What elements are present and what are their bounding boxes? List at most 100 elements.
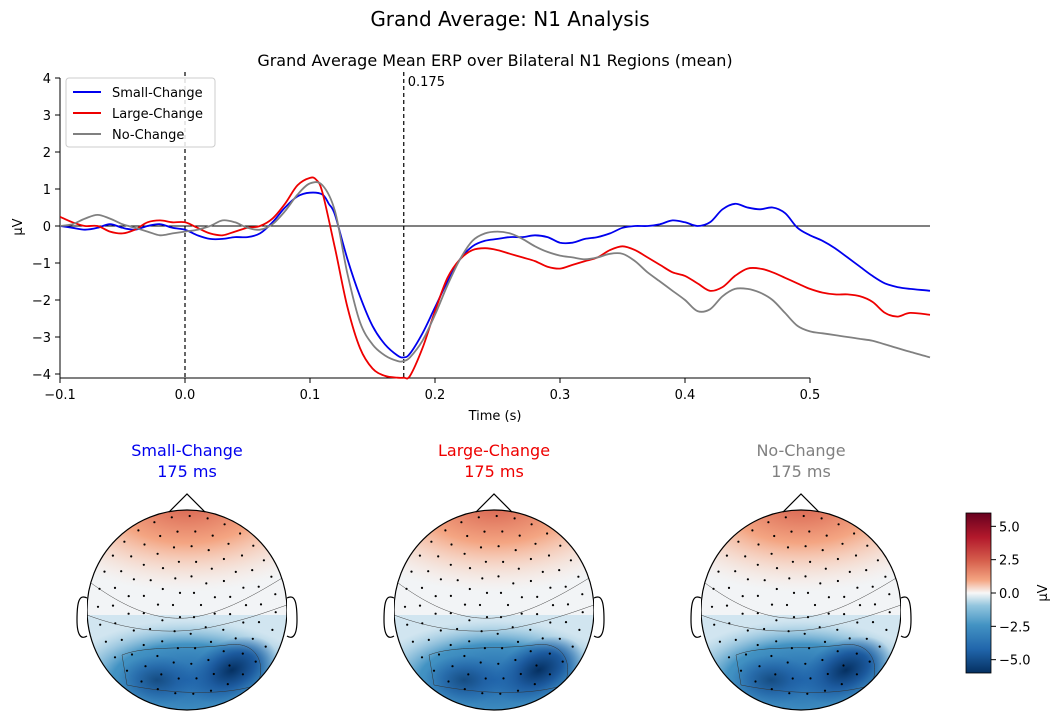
- sensor-dot: [529, 650, 532, 653]
- sensor-dot: [123, 540, 126, 543]
- colorbar-tick-label: 5.0: [999, 520, 1020, 535]
- contour-line: [87, 574, 287, 619]
- sensor-dot: [530, 523, 533, 526]
- sensor-dot: [142, 594, 145, 597]
- sensor-dot: [111, 604, 115, 607]
- y-tick-label: 3: [43, 109, 51, 124]
- sensor-dot: [222, 579, 225, 583]
- sensor-dot: [754, 680, 757, 683]
- sensor-dot: [786, 661, 789, 664]
- sensor-dot: [866, 544, 869, 547]
- sensor-dot: [274, 593, 277, 596]
- sensor-dot: [227, 542, 230, 545]
- sensor-dot: [767, 521, 770, 524]
- sensor-dot: [113, 656, 117, 659]
- sensor-dot: [242, 621, 245, 624]
- sensor-dot: [763, 579, 766, 582]
- sensor-dot: [199, 603, 203, 607]
- sensor-dot: [564, 585, 567, 588]
- sensor-dot: [837, 523, 840, 526]
- sensor-dot: [770, 552, 773, 555]
- sensor-dot: [506, 603, 510, 607]
- sensor-dot: [125, 669, 129, 672]
- legend-box: [65, 77, 216, 148]
- topomap-field: [394, 510, 594, 710]
- left-ear: [690, 596, 702, 638]
- vline-annotation: 0.175: [408, 75, 445, 90]
- sensor-dot: [176, 647, 179, 650]
- sensor-dot: [140, 680, 143, 683]
- sensor-dot: [813, 603, 817, 607]
- sensor-dot: [823, 689, 827, 692]
- topomaps: Small-Change 175 ms Large-Change 175 ms …: [76, 441, 912, 711]
- sensor-dot: [241, 673, 244, 676]
- sensor-dot: [840, 683, 843, 686]
- topomap-title-small-change: Small-Change: [131, 441, 242, 460]
- sensor-dot: [809, 677, 812, 680]
- sensor-dot: [819, 582, 822, 585]
- sensor-dot: [406, 623, 409, 626]
- sensor-dot: [178, 616, 182, 619]
- sensor-dot: [791, 560, 794, 563]
- sensor-dot: [820, 517, 823, 520]
- sensor-dot: [411, 640, 414, 643]
- sensor-dot: [551, 604, 555, 607]
- sensor-dot: [437, 653, 441, 656]
- sensor-dot: [791, 677, 794, 680]
- sensor-dot: [244, 604, 248, 607]
- legend-label-small-change: Small-Change: [112, 86, 203, 101]
- sensor-dot: [871, 585, 874, 588]
- sensor-dot: [848, 637, 851, 640]
- sensor-dot: [210, 567, 213, 570]
- y-axis-label: µV: [11, 218, 26, 235]
- sensor-dot: [204, 626, 207, 629]
- sensor-dot: [756, 594, 759, 597]
- sensor-dot: [480, 630, 483, 633]
- sensor-dot: [520, 612, 523, 615]
- sensor-dot: [456, 627, 459, 631]
- sensor-dot: [209, 640, 213, 643]
- sensor-dot: [194, 530, 197, 533]
- sensor-dot: [502, 677, 505, 680]
- sensor-dot: [481, 692, 484, 695]
- sensor-dot: [410, 570, 413, 573]
- sensor-dot: [403, 605, 407, 608]
- sensor-dot: [728, 622, 731, 625]
- sensor-dot: [259, 603, 263, 606]
- sensor-dot: [161, 640, 164, 643]
- sensor-dot: [712, 587, 715, 590]
- sensor-dot: [177, 677, 180, 680]
- sensor-dot: [174, 692, 177, 695]
- sensor-dot: [541, 570, 544, 573]
- sensor-dot: [843, 595, 846, 598]
- series-line-no-change: [60, 181, 931, 363]
- sensor-dot: [209, 689, 213, 692]
- erp-ticks: −0.1 0.0 0.1 0.2 0.3 0.4 0.5 4 3 2 1 0 −1 −2 −3 −4: [32, 72, 821, 403]
- sensor-dot: [195, 677, 198, 680]
- sensor-dot: [254, 660, 257, 663]
- sensor-dot: [818, 626, 821, 629]
- colorbar-label: µV: [1036, 584, 1051, 601]
- sensor-dot: [103, 570, 106, 573]
- sensor-dot: [149, 579, 152, 582]
- sensor-dot: [821, 658, 824, 662]
- sensor-dot: [481, 577, 484, 580]
- sensor-dot: [884, 575, 887, 578]
- head-outline: [76, 493, 298, 711]
- contour-line: [87, 604, 287, 632]
- sensor-dot: [172, 546, 176, 549]
- x-tick-label: 0.2: [425, 388, 446, 403]
- right-ear: [900, 596, 912, 638]
- sensor-dot: [171, 603, 175, 607]
- sensor-dot: [514, 658, 517, 662]
- sensor-dot: [520, 596, 523, 599]
- sensor-dot: [534, 542, 537, 545]
- topomap-time-large-change: 175 ms: [464, 462, 524, 481]
- sensor-dot: [558, 637, 561, 640]
- sensor-dot: [142, 563, 145, 566]
- sensor-dot: [878, 645, 881, 648]
- sensor-dot: [578, 628, 581, 631]
- sensor-dot: [130, 653, 134, 656]
- sensor-dot: [499, 616, 503, 619]
- sensor-dot: [809, 560, 812, 563]
